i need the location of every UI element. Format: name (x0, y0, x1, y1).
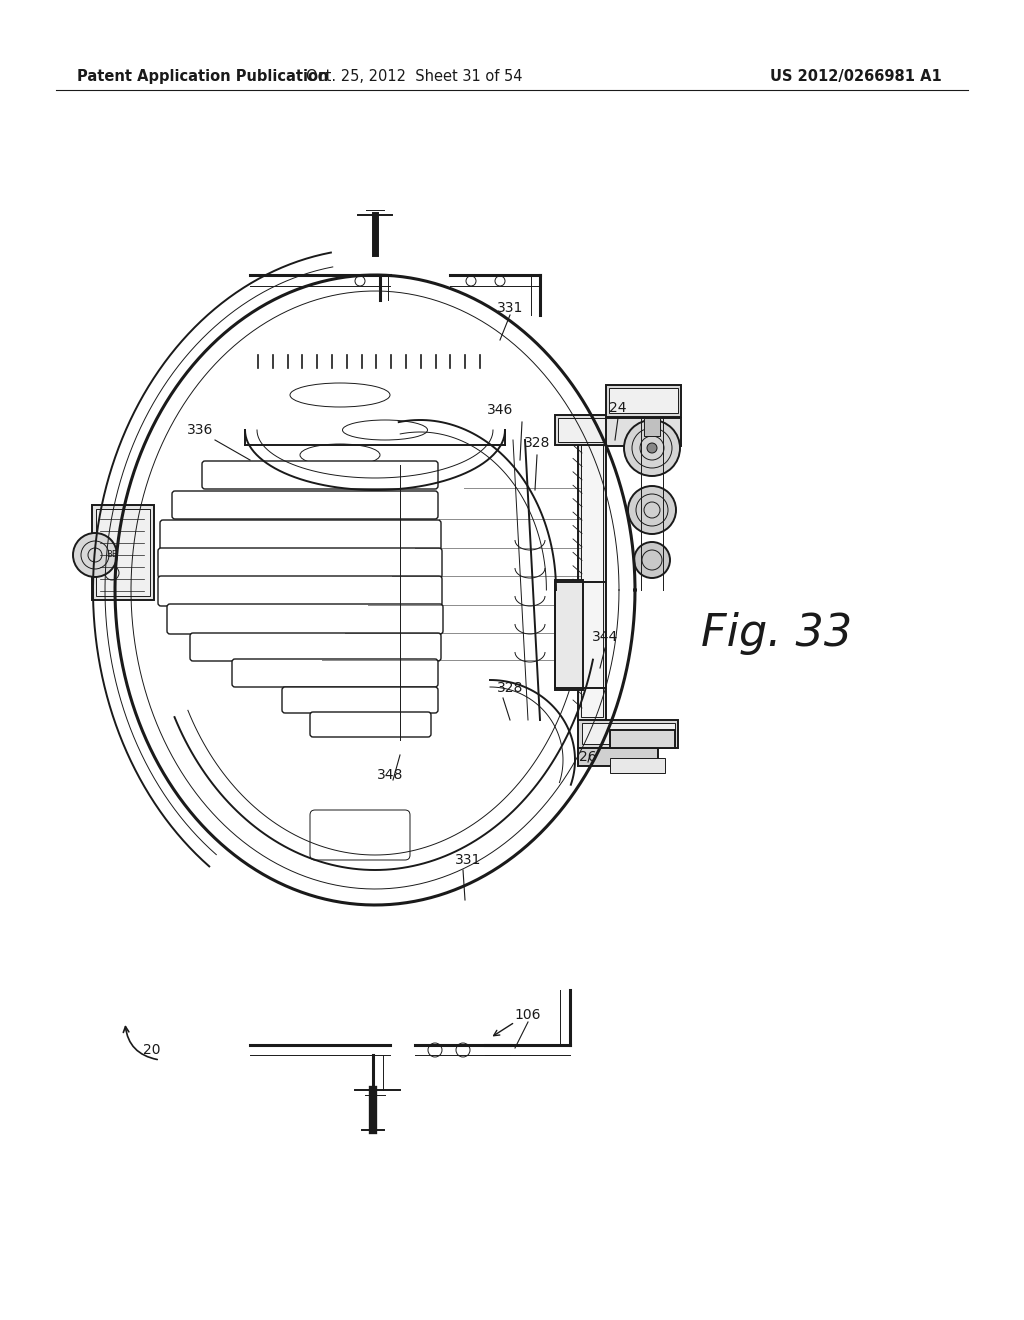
FancyBboxPatch shape (158, 576, 442, 606)
Bar (555, 414, 650, 445)
Bar (92, 506, 154, 601)
Bar (578, 430, 606, 719)
Text: Patent Application Publication: Patent Application Publication (77, 69, 329, 84)
Text: Oct. 25, 2012  Sheet 31 of 54: Oct. 25, 2012 Sheet 31 of 54 (306, 69, 523, 84)
Bar (558, 418, 647, 442)
Text: 344: 344 (592, 630, 618, 644)
Bar (578, 748, 658, 766)
Circle shape (624, 420, 680, 477)
Bar (610, 758, 665, 774)
Bar (582, 723, 675, 744)
Text: US 2012/0266981 A1: US 2012/0266981 A1 (770, 69, 942, 84)
Text: 328: 328 (497, 681, 523, 696)
Bar (578, 719, 678, 748)
Text: 328: 328 (524, 436, 550, 450)
FancyBboxPatch shape (172, 491, 438, 519)
Bar (606, 385, 681, 417)
Circle shape (647, 444, 657, 453)
FancyBboxPatch shape (310, 810, 410, 861)
FancyBboxPatch shape (282, 686, 438, 713)
FancyBboxPatch shape (310, 711, 431, 737)
Circle shape (634, 543, 670, 578)
Bar (610, 730, 675, 748)
Text: 346: 346 (486, 403, 513, 417)
Text: 106: 106 (515, 1008, 542, 1022)
Bar (609, 388, 678, 413)
Text: Fig. 33: Fig. 33 (701, 612, 853, 655)
FancyBboxPatch shape (158, 548, 442, 578)
FancyBboxPatch shape (190, 634, 441, 661)
Text: 24: 24 (609, 401, 627, 414)
Bar (96, 510, 150, 597)
Text: 20: 20 (143, 1043, 161, 1057)
Bar (555, 579, 583, 690)
Bar (581, 433, 603, 717)
Bar (644, 418, 660, 436)
FancyBboxPatch shape (232, 659, 438, 686)
Text: 26: 26 (580, 750, 597, 764)
Text: 348: 348 (377, 768, 403, 781)
Circle shape (73, 533, 117, 577)
FancyBboxPatch shape (160, 520, 441, 550)
Text: 331: 331 (455, 853, 481, 867)
Circle shape (628, 486, 676, 535)
Text: 331: 331 (497, 301, 523, 315)
FancyBboxPatch shape (167, 605, 443, 634)
FancyBboxPatch shape (202, 461, 438, 488)
Bar (606, 418, 681, 446)
Text: 336: 336 (186, 422, 213, 437)
Text: BB: BB (106, 550, 118, 558)
